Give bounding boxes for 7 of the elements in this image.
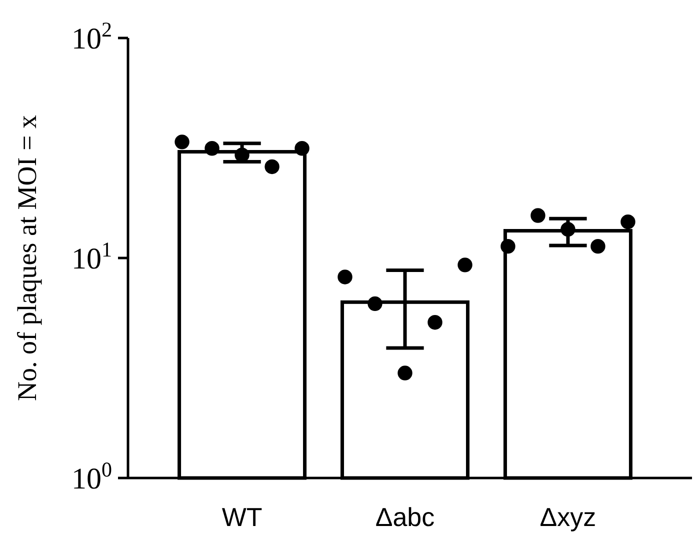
x-tick-label: Δxyz <box>540 502 596 532</box>
y-tick-label: 10$^{2}$ <box>72 18 112 56</box>
x-tick-label: Δabc <box>375 502 435 532</box>
y-tick-label: 10$^{0}$ <box>72 458 112 496</box>
y-axis-title: No. of plaques at MOI = x <box>12 114 42 401</box>
x-tick-label: WT <box>222 502 262 532</box>
y-tick-label: 10$^{1}$ <box>72 238 112 276</box>
